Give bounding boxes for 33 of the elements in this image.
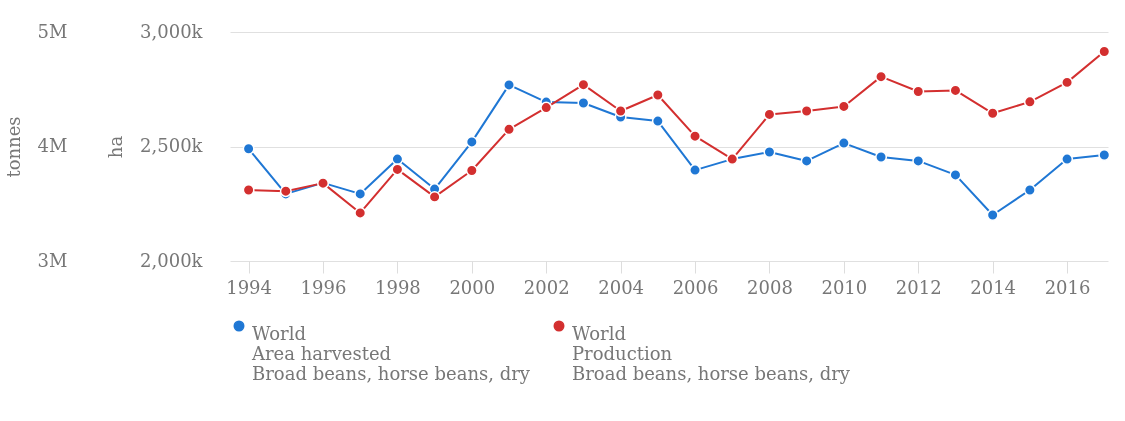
point [800, 105, 813, 117]
y-tick-label: 2,000k [140, 249, 204, 271]
x-tick-label: 2000 [449, 276, 496, 298]
y-tick-label: 2,500k [140, 135, 204, 156]
y-axis-title: ha [105, 135, 127, 159]
point [614, 105, 627, 117]
x-tick-label: 2016 [1044, 276, 1091, 298]
x-tick-label: 2014 [970, 276, 1017, 298]
x-tick-label: 2002 [523, 276, 570, 298]
point [837, 137, 850, 150]
x-tick-label: 1998 [375, 276, 421, 298]
x-tick-label: 1996 [300, 276, 347, 298]
y-tick-label: 3,000k [140, 20, 204, 42]
x-tick-label: 1994 [226, 276, 273, 298]
y2-tick-label: 5M [37, 20, 68, 42]
legend-label: World Area harvested Broad beans, horse beans, dry [251, 323, 531, 384]
y2-tick-label: 3M [37, 249, 68, 271]
point [651, 115, 664, 128]
legend-label: World Production Broad beans, horse beans, dry [572, 323, 851, 384]
x-tick-label: 2010 [821, 276, 868, 298]
y2-axis-title: tonnes [2, 116, 24, 178]
point [428, 190, 441, 203]
point [763, 146, 776, 158]
x-tick-label: 2008 [747, 276, 793, 298]
x-tick-label: 2006 [672, 276, 719, 298]
x-tick-label: 2012 [895, 276, 942, 298]
point [1023, 184, 1036, 196]
y2-tick-label: 4M [37, 135, 68, 156]
point [577, 97, 590, 109]
point [503, 123, 516, 136]
point [391, 163, 404, 176]
x-tick-label: 2004 [598, 276, 645, 298]
point [986, 107, 999, 120]
